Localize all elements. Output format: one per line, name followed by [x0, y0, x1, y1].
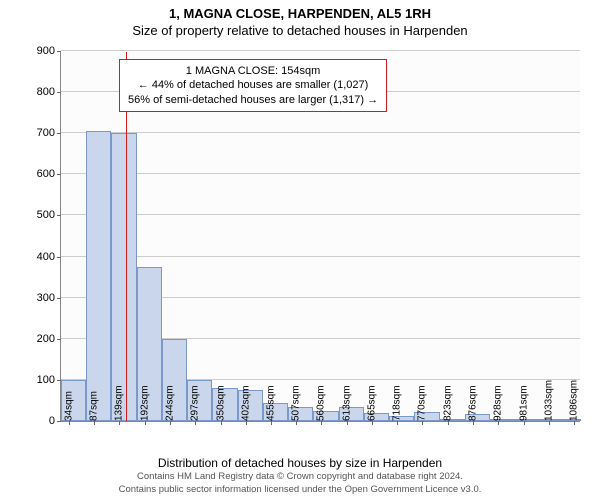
x-tick-label: 665sqm: [366, 379, 377, 421]
x-tick-mark: [498, 421, 499, 425]
annotation-box: 1 MAGNA CLOSE: 154sqm← 44% of detached h…: [119, 59, 387, 112]
x-tick-mark: [372, 421, 373, 425]
x-tick-mark: [69, 421, 70, 425]
x-tick-label: 718sqm: [392, 379, 403, 421]
y-tick-label: 100: [37, 374, 61, 386]
x-tick-mark: [221, 421, 222, 425]
x-tick-label: 192sqm: [139, 379, 150, 421]
x-tick-mark: [321, 421, 322, 425]
gridline: [61, 173, 580, 174]
y-tick-label: 600: [37, 168, 61, 180]
gridline: [61, 214, 580, 215]
gridline: [61, 256, 580, 257]
footer-attribution: Contains HM Land Registry data © Crown c…: [0, 471, 600, 496]
footer-line-1: Contains HM Land Registry data © Crown c…: [0, 471, 600, 483]
x-tick-label: 244sqm: [164, 379, 175, 421]
y-tick-label: 700: [37, 127, 61, 139]
x-axis-label: Distribution of detached houses by size …: [0, 456, 600, 470]
y-tick-label: 200: [37, 333, 61, 345]
x-tick-label: 981sqm: [518, 379, 529, 421]
x-tick-label: 297sqm: [190, 379, 201, 421]
x-tick-mark: [549, 421, 550, 425]
histogram-bar: [111, 133, 136, 421]
x-tick-mark: [574, 421, 575, 425]
gridline: [61, 50, 580, 51]
y-tick-label: 300: [37, 292, 61, 304]
y-tick-label: 500: [37, 209, 61, 221]
x-tick-label: 876sqm: [468, 379, 479, 421]
x-tick-mark: [170, 421, 171, 425]
x-tick-label: 34sqm: [63, 385, 74, 421]
x-tick-mark: [271, 421, 272, 425]
x-tick-label: 402sqm: [240, 379, 251, 421]
footer-line-2: Contains public sector information licen…: [0, 484, 600, 496]
x-tick-mark: [448, 421, 449, 425]
x-tick-label: 613sqm: [341, 379, 352, 421]
annotation-line: ← 44% of detached houses are smaller (1,…: [128, 78, 378, 92]
annotation-line: 56% of semi-detached houses are larger (…: [128, 93, 378, 107]
x-tick-label: 87sqm: [89, 385, 100, 421]
x-tick-mark: [195, 421, 196, 425]
x-tick-mark: [473, 421, 474, 425]
x-tick-label: 1086sqm: [569, 374, 580, 421]
x-tick-label: 507sqm: [291, 379, 302, 421]
x-tick-mark: [422, 421, 423, 425]
x-tick-label: 455sqm: [266, 379, 277, 421]
annotation-line: 1 MAGNA CLOSE: 154sqm: [128, 64, 378, 78]
histogram-bar: [86, 131, 111, 421]
x-tick-label: 770sqm: [417, 379, 428, 421]
x-tick-mark: [397, 421, 398, 425]
plot-area: 010020030040050060070080090034sqm87sqm13…: [60, 52, 580, 422]
x-tick-label: 928sqm: [493, 379, 504, 421]
x-tick-label: 560sqm: [316, 379, 327, 421]
x-tick-mark: [119, 421, 120, 425]
x-tick-mark: [296, 421, 297, 425]
y-tick-label: 400: [37, 251, 61, 263]
y-tick-label: 0: [49, 415, 61, 427]
x-tick-mark: [145, 421, 146, 425]
x-tick-label: 350sqm: [215, 379, 226, 421]
x-tick-mark: [246, 421, 247, 425]
x-tick-mark: [347, 421, 348, 425]
x-tick-mark: [524, 421, 525, 425]
chart-title-2: Size of property relative to detached ho…: [0, 21, 600, 38]
x-tick-label: 823sqm: [442, 379, 453, 421]
chart-title-1: 1, MAGNA CLOSE, HARPENDEN, AL5 1RH: [0, 0, 600, 21]
x-tick-label: 139sqm: [114, 379, 125, 421]
y-tick-label: 900: [37, 45, 61, 57]
gridline: [61, 132, 580, 133]
y-tick-label: 800: [37, 86, 61, 98]
x-tick-mark: [94, 421, 95, 425]
x-tick-label: 1033sqm: [543, 374, 554, 421]
